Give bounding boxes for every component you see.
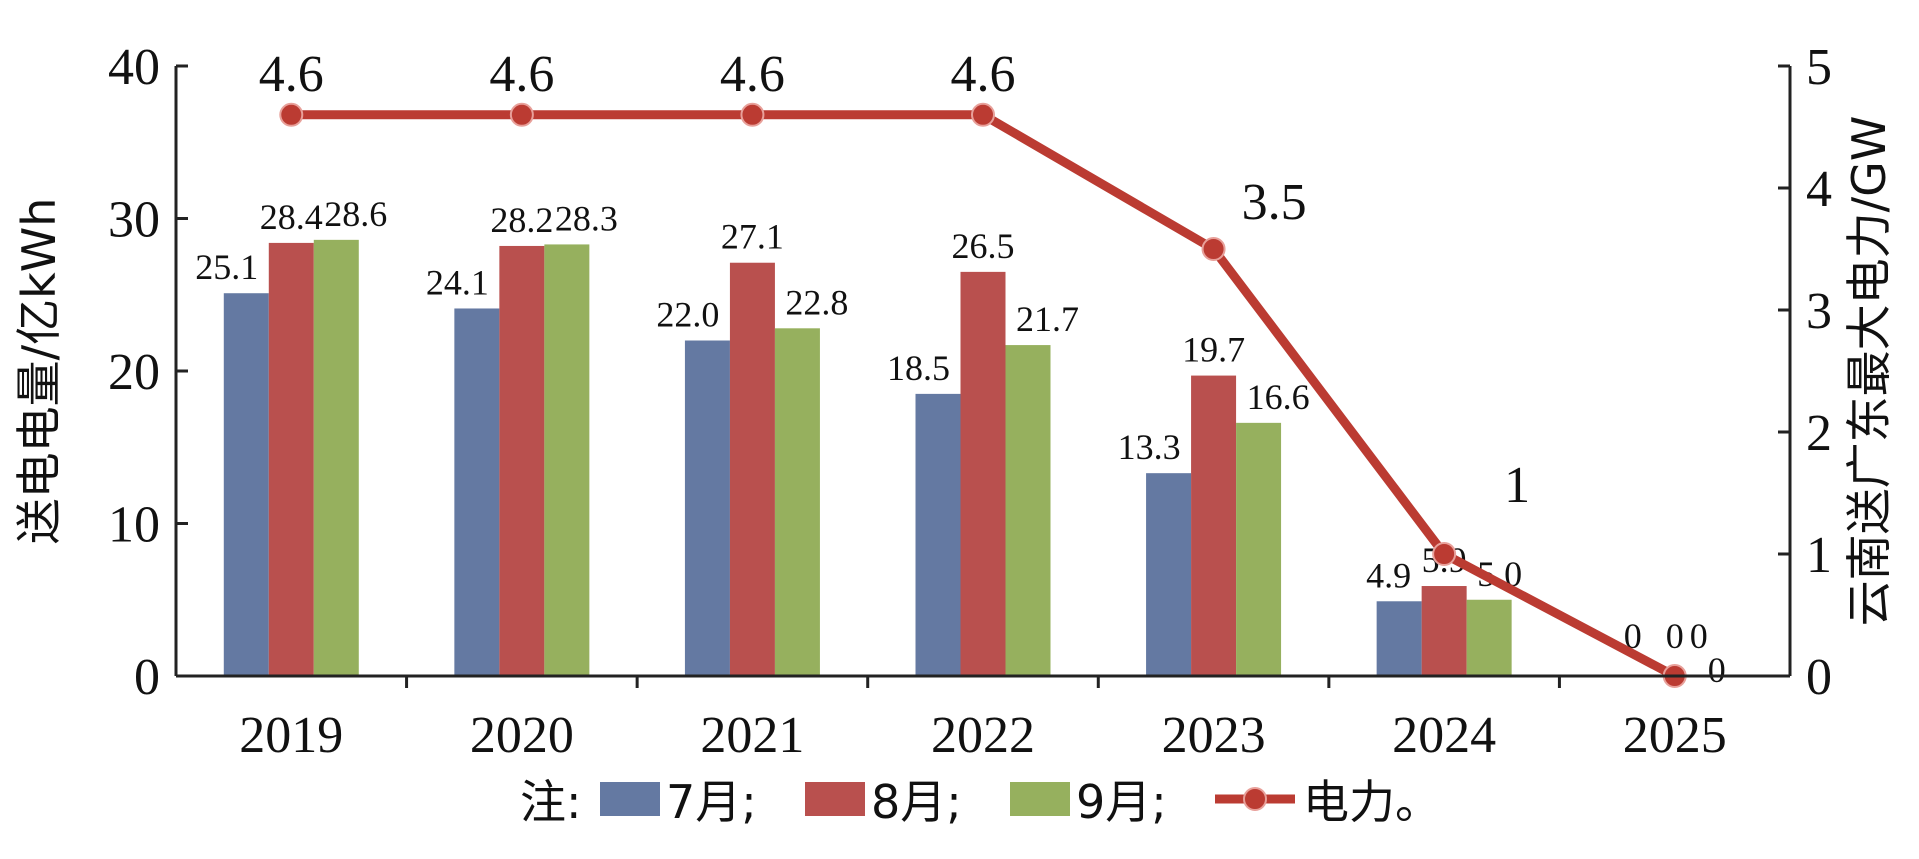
x-tick-label: 2023 [1162, 707, 1266, 764]
bar [1005, 345, 1051, 676]
right-tick-label: 1 [1806, 527, 1832, 584]
bar [1376, 601, 1422, 676]
bar-data-label: 28.4 [260, 197, 323, 237]
bar-data-label: 22.8 [785, 282, 848, 322]
bar [454, 308, 500, 676]
legend-label: 8月; [871, 775, 962, 829]
x-tick-label: 2019 [239, 707, 343, 764]
x-tick-label: 2025 [1623, 707, 1727, 764]
bar-data-label: 28.2 [490, 200, 553, 240]
bar [1421, 586, 1467, 676]
x-tick-label: 2022 [931, 707, 1035, 764]
legend-label: 9月; [1076, 775, 1167, 829]
legend: 注: 7月; 8月; 9月; 电力。 [520, 775, 1441, 829]
bar [268, 242, 314, 676]
power-point [971, 102, 995, 127]
x-tick-label: 2021 [700, 707, 804, 764]
power-data-label: 3.5 [1242, 174, 1307, 231]
power-point [740, 102, 765, 127]
left-tick-label: 30 [108, 192, 160, 249]
legend-swatch [805, 782, 865, 816]
bar-data-label: 16.6 [1247, 377, 1310, 417]
legend-label: 电力。 [1303, 775, 1441, 829]
legend-swatch [1010, 782, 1070, 816]
right-tick-label: 0 [1806, 649, 1832, 706]
x-tick-label: 2020 [470, 707, 574, 764]
bar-data-label: 25.1 [195, 247, 258, 287]
bar-data-label: 22.0 [656, 295, 719, 335]
bar [544, 244, 590, 677]
bar-data-label: 27.1 [721, 217, 784, 257]
left-tick-label: 40 [108, 39, 160, 96]
power-data-label: 4.6 [720, 46, 785, 103]
bar [960, 271, 1006, 676]
power-point [509, 102, 534, 127]
legend-label: 7月; [666, 775, 757, 829]
bar-data-label: 13.3 [1118, 427, 1181, 467]
bar-data-label: 0 [1708, 650, 1726, 690]
left-tick-label: 10 [108, 497, 160, 554]
legend-prefix: 注: [520, 775, 582, 829]
bar [1236, 422, 1282, 676]
bar [1191, 375, 1237, 676]
line-layer: 4.6 4.6 4.6 4.6 3.5 1 0 [259, 46, 1708, 688]
bar [729, 262, 775, 676]
power-data-label: 4.6 [489, 46, 554, 103]
bars-layer [223, 239, 1512, 677]
left-tick-label: 20 [108, 344, 160, 401]
power-point [279, 102, 304, 127]
bar-data-label: 26.5 [952, 226, 1015, 266]
bar-labels-layer: 25.1 24.1 22.0 18.5 13.3 4.9 0 28.4 28.2 27.1 26.5… [195, 194, 1725, 690]
bar [915, 393, 961, 676]
power-data-label: 4.6 [259, 46, 324, 103]
bar [1146, 473, 1192, 676]
bar-data-label: 28.6 [324, 194, 387, 234]
power-data-label: 0 [1690, 616, 1708, 656]
legend-swatch [600, 782, 660, 816]
right-tick-label: 4 [1806, 161, 1832, 218]
power-point [1432, 542, 1457, 566]
right-tick-label: 3 [1806, 283, 1832, 340]
bar-data-label: 4.9 [1366, 555, 1411, 595]
power-data-label: 1 [1504, 457, 1530, 514]
bar-data-label: 19.7 [1182, 330, 1245, 370]
bar [313, 239, 359, 676]
power-data-label: 4.6 [951, 46, 1016, 103]
bar-data-label: 18.5 [887, 348, 950, 388]
bar-data-label: 28.3 [555, 198, 618, 238]
y-axis-title: 送电电量/亿kWh [12, 198, 66, 545]
bar-data-label: 24.1 [426, 262, 489, 302]
right-tick-label: 2 [1806, 405, 1832, 462]
right-tick-label: 5 [1806, 39, 1832, 96]
power-point [1201, 237, 1226, 261]
y2-axis-title: 云南送广东最大电力/GW [1842, 116, 1896, 627]
bar [223, 293, 269, 676]
bar-data-label: 0 [1666, 616, 1684, 656]
left-tick-label: 0 [134, 649, 160, 706]
bar-data-label: 0 [1624, 616, 1642, 656]
bar [1466, 599, 1512, 676]
legend-line-marker [1243, 787, 1267, 811]
bar [684, 340, 730, 676]
x-tick-label: 2024 [1392, 707, 1496, 764]
bar-data-label: 21.7 [1016, 299, 1079, 339]
bar [774, 328, 820, 676]
bar [499, 245, 545, 676]
